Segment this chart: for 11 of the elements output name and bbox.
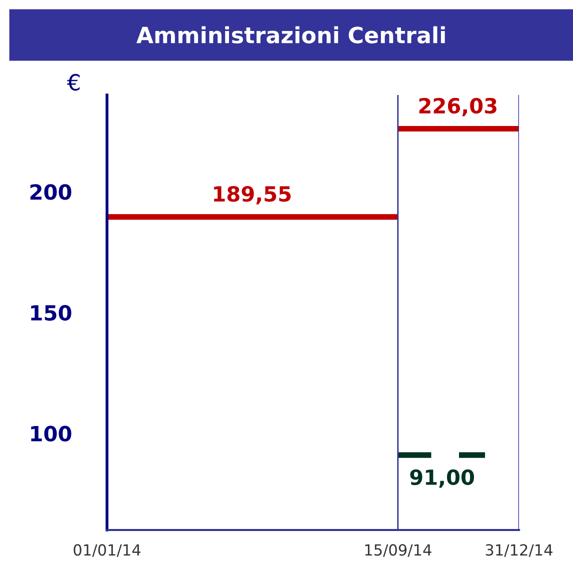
y-tick-label: 150 (31, 304, 72, 321)
y-tick-label: 100 (31, 426, 72, 442)
annotation: 226,03 (419, 98, 496, 116)
y-axis-title: € (66, 74, 80, 91)
x-tick-label: 15/09/14 (365, 544, 432, 557)
annotation: 91,00 (410, 469, 474, 488)
chart-title: Amministrazioni Centrali (136, 26, 445, 44)
y-tick-label: 200 (30, 184, 72, 200)
x-tick-label: 31/12/14 (486, 544, 552, 557)
x-tick-label: 01/01/14 (74, 544, 140, 557)
annotation: 189,55 (214, 186, 291, 204)
